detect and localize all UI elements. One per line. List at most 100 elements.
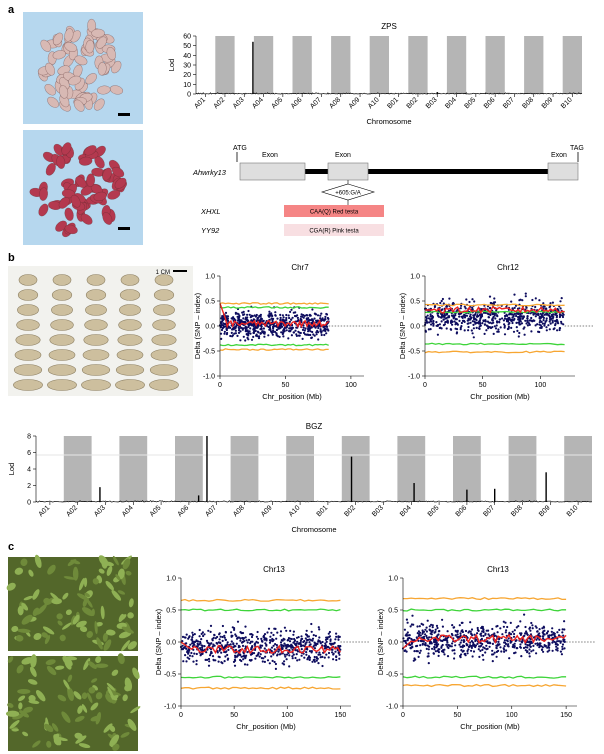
snp-point xyxy=(319,330,322,333)
snp-point xyxy=(474,321,477,324)
gene-name: Ahwrky13 xyxy=(192,168,227,177)
snp-point xyxy=(209,630,212,634)
leaf xyxy=(41,632,48,638)
x-tick-label: B04 xyxy=(444,96,458,110)
snp-point xyxy=(548,314,551,317)
snp-point xyxy=(412,659,415,662)
snp-point xyxy=(507,325,510,329)
snp-point xyxy=(472,641,475,644)
snp-point xyxy=(262,319,265,322)
leaf xyxy=(117,590,126,595)
chromosome-band xyxy=(508,436,537,502)
snp-point xyxy=(495,324,498,327)
leaf xyxy=(128,598,134,608)
snp-point xyxy=(440,299,443,303)
snp-point xyxy=(560,320,563,323)
snp-point xyxy=(242,658,245,661)
snp-point xyxy=(325,312,328,316)
snp-point xyxy=(253,330,256,333)
snp-point xyxy=(430,636,433,639)
snp-point xyxy=(411,614,414,617)
snp-point xyxy=(257,337,261,340)
snp-point xyxy=(508,316,511,319)
leaf xyxy=(111,589,122,601)
snp-point xyxy=(327,656,330,659)
snp-point xyxy=(233,317,236,320)
snp-point xyxy=(479,317,482,320)
peanut-pod xyxy=(14,349,42,361)
snp-point xyxy=(328,630,331,634)
exon-label-2: Exon xyxy=(335,152,351,159)
snp-point xyxy=(504,631,507,634)
snp-point xyxy=(541,312,545,315)
snp-point xyxy=(310,651,313,654)
leaf xyxy=(51,723,59,732)
snp-point xyxy=(315,321,318,324)
snp-point xyxy=(424,642,427,646)
snp-point xyxy=(475,321,478,324)
snp-point xyxy=(524,649,527,652)
leaf xyxy=(20,558,28,567)
snp-point xyxy=(556,329,559,332)
snp-point xyxy=(503,314,507,318)
snp-point xyxy=(548,328,551,331)
snp-point xyxy=(193,640,196,644)
snp-point xyxy=(482,630,485,634)
leaf xyxy=(117,653,125,665)
snp-point xyxy=(316,314,320,317)
snp-point xyxy=(279,313,282,316)
seed xyxy=(84,145,97,156)
snp-point xyxy=(246,651,249,654)
snp-point xyxy=(554,641,557,644)
x-tick-label: A02 xyxy=(65,504,79,518)
snp-point xyxy=(556,643,559,647)
snp-point xyxy=(470,646,473,650)
threshold-99-upper xyxy=(180,598,341,602)
snp-point xyxy=(246,329,249,332)
snp-point xyxy=(215,641,218,645)
leaf xyxy=(83,657,91,671)
snp-point xyxy=(241,636,244,640)
snp-point xyxy=(430,320,433,323)
chromosome-band xyxy=(119,436,148,502)
snp-point xyxy=(436,323,440,327)
leaf xyxy=(92,578,99,585)
seed xyxy=(74,55,88,66)
leaf xyxy=(11,625,19,633)
snp-point xyxy=(275,328,278,332)
snp-point xyxy=(442,315,445,318)
snp-point xyxy=(519,643,522,646)
snp-point xyxy=(293,314,297,318)
snp-point xyxy=(482,311,486,314)
snp-point xyxy=(285,658,288,661)
snp-point xyxy=(497,328,500,331)
snp-point xyxy=(244,645,247,648)
snp-point xyxy=(240,655,243,658)
x-tick-label: 0 xyxy=(423,382,427,389)
snp-point xyxy=(216,635,219,639)
seed xyxy=(55,220,67,232)
snp-point xyxy=(545,317,548,320)
x-tick-label: A02 xyxy=(213,96,227,110)
snp-point xyxy=(335,632,338,635)
snp-point xyxy=(491,319,494,322)
seed xyxy=(109,85,124,95)
snp-point xyxy=(432,324,435,327)
leaf xyxy=(117,568,125,580)
snp-point xyxy=(558,328,561,332)
snp-point xyxy=(562,634,565,637)
snp-point xyxy=(538,317,541,320)
snp-point xyxy=(433,305,436,309)
y-tick-label: -0.5 xyxy=(386,672,398,679)
seed xyxy=(93,98,105,111)
snp-point xyxy=(459,645,462,648)
snp-point xyxy=(534,324,537,327)
snp-point xyxy=(463,329,466,332)
threshold-95-lower xyxy=(425,342,565,346)
snp-point xyxy=(526,646,529,649)
snp-point xyxy=(427,655,430,658)
snp-point xyxy=(553,634,556,638)
snp-point xyxy=(499,318,502,321)
snp-point xyxy=(506,640,509,643)
